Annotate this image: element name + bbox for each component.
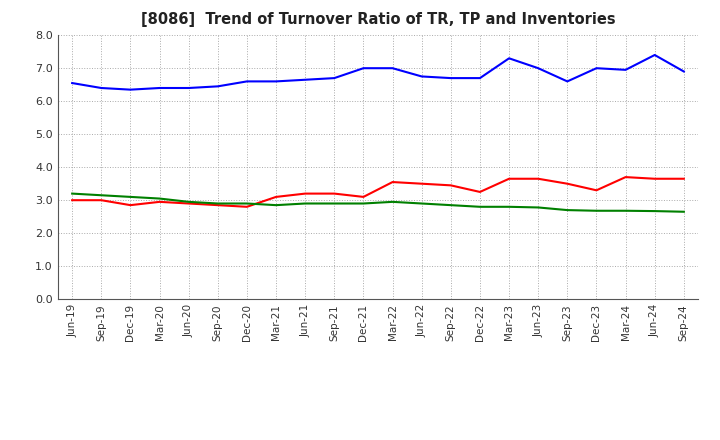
Trade Receivables (156, 199, 164, 205)
Inventories (271, 202, 280, 208)
Trade Payables (184, 85, 193, 91)
Inventories (592, 208, 600, 213)
Inventories (330, 201, 338, 206)
Trade Receivables (213, 202, 222, 208)
Inventories (301, 201, 310, 206)
Inventories (621, 208, 630, 213)
Trade Receivables (301, 191, 310, 196)
Trade Receivables (680, 176, 688, 181)
Line: Trade Payables: Trade Payables (72, 55, 684, 90)
Trade Receivables (126, 202, 135, 208)
Inventories (97, 193, 106, 198)
Trade Payables (505, 55, 513, 61)
Trade Receivables (330, 191, 338, 196)
Trade Receivables (476, 189, 485, 194)
Line: Inventories: Inventories (72, 194, 684, 212)
Trade Receivables (68, 198, 76, 203)
Trade Receivables (418, 181, 426, 186)
Trade Receivables (563, 181, 572, 186)
Trade Payables (156, 85, 164, 91)
Trade Receivables (271, 194, 280, 200)
Trade Payables (446, 75, 455, 81)
Trade Receivables (534, 176, 543, 181)
Inventories (359, 201, 368, 206)
Trade Payables (68, 81, 76, 86)
Inventories (476, 204, 485, 209)
Trade Payables (359, 66, 368, 71)
Inventories (650, 209, 659, 214)
Trade Payables (476, 75, 485, 81)
Inventories (418, 201, 426, 206)
Trade Receivables (505, 176, 513, 181)
Trade Payables (563, 79, 572, 84)
Inventories (388, 199, 397, 205)
Inventories (534, 205, 543, 210)
Trade Payables (388, 66, 397, 71)
Inventories (156, 196, 164, 201)
Trade Receivables (243, 204, 251, 209)
Trade Payables (330, 75, 338, 81)
Trade Payables (213, 84, 222, 89)
Inventories (184, 199, 193, 205)
Trade Receivables (97, 198, 106, 203)
Trade Receivables (359, 194, 368, 200)
Inventories (243, 201, 251, 206)
Trade Payables (592, 66, 600, 71)
Trade Payables (621, 67, 630, 73)
Trade Payables (418, 74, 426, 79)
Trade Receivables (621, 174, 630, 180)
Trade Receivables (650, 176, 659, 181)
Inventories (563, 207, 572, 213)
Trade Payables (650, 52, 659, 58)
Trade Receivables (184, 201, 193, 206)
Inventories (446, 202, 455, 208)
Trade Payables (97, 85, 106, 91)
Inventories (680, 209, 688, 214)
Title: [8086]  Trend of Turnover Ratio of TR, TP and Inventories: [8086] Trend of Turnover Ratio of TR, TP… (140, 12, 616, 27)
Inventories (505, 204, 513, 209)
Trade Receivables (388, 180, 397, 185)
Trade Receivables (446, 183, 455, 188)
Line: Trade Receivables: Trade Receivables (72, 177, 684, 207)
Trade Payables (126, 87, 135, 92)
Inventories (126, 194, 135, 200)
Trade Payables (243, 79, 251, 84)
Inventories (213, 201, 222, 206)
Trade Receivables (592, 187, 600, 193)
Trade Payables (680, 69, 688, 74)
Trade Payables (301, 77, 310, 82)
Trade Payables (534, 66, 543, 71)
Trade Payables (271, 79, 280, 84)
Inventories (68, 191, 76, 196)
